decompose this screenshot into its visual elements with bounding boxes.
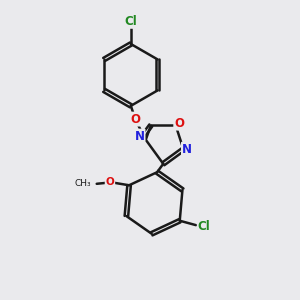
- Text: CH₃: CH₃: [75, 179, 92, 188]
- Text: N: N: [182, 143, 192, 156]
- Text: O: O: [174, 117, 184, 130]
- Text: O: O: [130, 112, 140, 126]
- Text: N: N: [135, 130, 145, 142]
- Text: Cl: Cl: [124, 15, 137, 28]
- Text: O: O: [106, 177, 114, 187]
- Text: Cl: Cl: [198, 220, 211, 233]
